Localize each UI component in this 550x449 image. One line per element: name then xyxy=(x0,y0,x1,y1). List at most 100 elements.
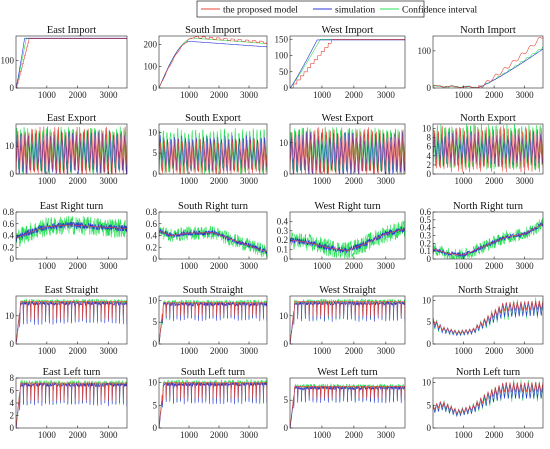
y-tick-label-north-straight-0: 0 xyxy=(427,339,432,349)
series-model-north-straight xyxy=(433,300,543,335)
legend-box xyxy=(196,0,425,18)
x-tick-label-south-import-2: 3000 xyxy=(240,90,259,100)
y-tick-label-north-left-turn-2: 10 xyxy=(422,378,432,388)
y-tick-label-north-export-2: 4 xyxy=(427,151,432,161)
series-model-east-right-turn xyxy=(16,224,127,239)
x-tick-label-north-right-turn-2: 3000 xyxy=(516,261,535,271)
y-tick-label-south-import-1: 100 xyxy=(144,61,158,71)
x-tick-label-north-straight-0: 1000 xyxy=(455,346,474,356)
y-tick-label-north-right-turn-3: 0.3 xyxy=(420,231,432,241)
panel-north-import: North Import 1000 2000 3000 0 100 xyxy=(418,25,544,100)
panel-south-right-turn: South Right turn 1000 2000 3000 0 0.20.4 0.6 0.… xyxy=(146,201,268,271)
series-confidence-east-import xyxy=(16,38,127,88)
y-tick-label-north-export-5: 10 xyxy=(422,124,432,134)
x-tick-label-south-export-0: 1000 xyxy=(180,176,199,186)
y-tick-label-east-export-0: 0 xyxy=(10,169,15,179)
series-simulation-north-import xyxy=(433,48,543,88)
axes-frame-north-export xyxy=(432,123,544,175)
series-simulation-east-import xyxy=(16,37,127,88)
axes-frame-north-import xyxy=(432,35,544,89)
panel-title-east-straight: East Straight xyxy=(45,285,99,296)
x-tick-label-south-left-turn-1: 2000 xyxy=(210,430,229,440)
y-tick-label-east-left-turn-3: 6 xyxy=(10,386,15,396)
y-tick-label-north-right-turn-5: 0.5 xyxy=(420,215,432,225)
series-model-north-import xyxy=(433,37,543,88)
x-tick-label-east-export-1: 2000 xyxy=(69,176,88,186)
y-tick-label-south-left-turn-0: 0 xyxy=(153,423,158,433)
y-tick-label-south-export-0: 0 xyxy=(153,169,158,179)
x-tick-label-east-import-1: 2000 xyxy=(69,90,88,100)
y-tick-label-south-right-turn-4: 0.8 xyxy=(146,207,158,217)
x-tick-label-north-left-turn-2: 3000 xyxy=(516,430,535,440)
panel-title-west-right-turn: West Right turn xyxy=(314,201,381,212)
axes-frame-west-left-turn xyxy=(289,377,406,429)
y-tick-label-north-export-1: 2 xyxy=(427,160,432,170)
panel-title-south-left-turn: South Left turn xyxy=(181,367,246,378)
y-tick-label-south-straight-2: 10 xyxy=(148,295,158,305)
series-simulation-south-right-turn xyxy=(159,228,267,254)
x-tick-label-west-import-0: 1000 xyxy=(313,90,332,100)
panel-south-straight: South Straight 1000 2000 3000 0 5 10 xyxy=(148,285,268,356)
y-tick-label-south-right-turn-3: 0.6 xyxy=(146,219,158,229)
y-tick-label-east-left-turn-1: 2 xyxy=(10,411,15,421)
y-tick-label-east-left-turn-4: 8 xyxy=(10,373,15,383)
panel-title-north-export: North Export xyxy=(460,113,516,124)
x-tick-label-north-straight-2: 3000 xyxy=(516,346,535,356)
y-tick-label-west-right-turn-0: 0 xyxy=(284,254,289,264)
y-tick-label-east-straight-1: 10 xyxy=(5,311,15,321)
y-tick-label-east-import-0: 0 xyxy=(10,83,15,93)
y-tick-label-east-right-turn-3: 0.6 xyxy=(3,219,15,229)
x-tick-label-west-export-2: 3000 xyxy=(377,176,396,186)
series-model-west-left-turn xyxy=(290,386,405,428)
y-tick-label-north-right-turn-0: 0 xyxy=(427,254,432,264)
panel-title-west-left-turn: West Left turn xyxy=(317,367,378,378)
y-tick-label-north-right-turn-1: 0.1 xyxy=(420,246,431,256)
y-tick-label-south-left-turn-2: 10 xyxy=(148,378,158,388)
panel-south-left-turn: South Left turn 1000 2000 3000 0 5 10 xyxy=(148,367,268,440)
x-tick-label-south-straight-1: 2000 xyxy=(210,346,229,356)
panel-west-import: West Import 1000 2000 3000 0 50 100 150 xyxy=(275,25,406,100)
y-tick-label-west-left-turn-0: 0 xyxy=(284,423,289,433)
panel-title-north-right-turn: North Right turn xyxy=(453,201,524,212)
panel-north-straight: North Straight 1000 2000 3000 0 5 10 xyxy=(422,285,544,356)
series-model-north-export xyxy=(433,125,543,173)
series-confidence-west-export xyxy=(290,126,405,174)
panel-title-north-straight: North Straight xyxy=(458,285,518,296)
series-model-west-import xyxy=(290,39,405,88)
axes-frame-west-right-turn xyxy=(289,211,406,260)
x-tick-label-east-export-0: 1000 xyxy=(38,176,57,186)
series-confidence-north-export xyxy=(433,124,543,170)
x-tick-label-north-export-0: 1000 xyxy=(455,176,474,186)
y-tick-label-east-right-turn-0: 0 xyxy=(10,254,15,264)
series-simulation-south-export xyxy=(159,135,267,172)
y-tick-label-north-right-turn-6: 0.6 xyxy=(420,207,432,217)
panel-title-south-straight: South Straight xyxy=(183,285,243,296)
y-tick-label-north-left-turn-1: 5 xyxy=(427,400,432,410)
series-model-west-right-turn xyxy=(290,228,405,251)
panel-title-south-import: South Import xyxy=(185,25,241,36)
y-tick-label-east-right-turn-1: 0.2 xyxy=(3,242,14,252)
y-tick-label-north-straight-2: 10 xyxy=(422,295,432,305)
x-tick-label-east-straight-2: 3000 xyxy=(100,346,119,356)
x-tick-label-north-import-1: 2000 xyxy=(485,90,504,100)
series-simulation-east-left-turn xyxy=(16,381,127,428)
panel-title-north-left-turn: North Left turn xyxy=(456,367,521,378)
series-model-south-left-turn xyxy=(159,382,267,428)
x-tick-label-north-import-0: 1000 xyxy=(455,90,474,100)
y-tick-label-east-export-1: 10 xyxy=(5,141,15,151)
axes-frame-west-import xyxy=(289,35,406,89)
panel-title-east-import: East Import xyxy=(47,25,96,36)
x-tick-label-east-left-turn-1: 2000 xyxy=(69,430,88,440)
panel-east-straight: East Straight 1000 2000 3000 0 10 xyxy=(5,285,128,356)
x-tick-label-north-left-turn-1: 2000 xyxy=(485,430,504,440)
series-confidence-west-right-turn xyxy=(290,220,405,259)
panel-title-south-right-turn: South Right turn xyxy=(178,201,249,212)
panel-west-left-turn: West Left turn 1000 2000 3000 0 5 xyxy=(284,367,406,440)
axes-frame-south-export xyxy=(158,123,268,175)
x-tick-label-south-left-turn-2: 3000 xyxy=(240,430,259,440)
y-tick-label-east-left-turn-2: 4 xyxy=(10,398,15,408)
y-tick-label-north-export-3: 6 xyxy=(427,142,432,152)
